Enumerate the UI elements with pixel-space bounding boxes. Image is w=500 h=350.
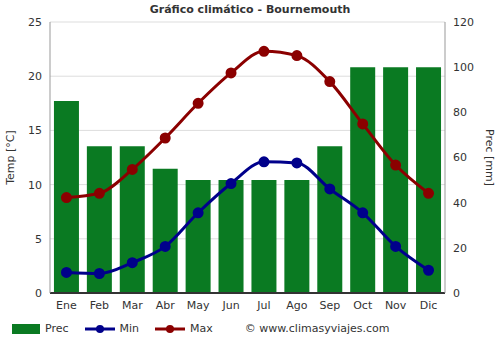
svg-text:Ago: Ago <box>286 299 308 312</box>
svg-text:Sep: Sep <box>319 299 340 312</box>
svg-text:20: 20 <box>28 70 42 83</box>
svg-text:Oct: Oct <box>353 299 373 312</box>
svg-text:5: 5 <box>35 233 42 246</box>
svg-text:80: 80 <box>453 106 467 119</box>
svg-text:15: 15 <box>28 124 42 137</box>
svg-text:20: 20 <box>453 242 467 255</box>
svg-text:100: 100 <box>453 61 474 74</box>
svg-text:10: 10 <box>28 179 42 192</box>
html-text:Gráfico climático - Bournemout: Gráfico climático - Bournemouth <box>149 3 351 16</box>
svg-text:May: May <box>187 299 210 312</box>
svg-text:0: 0 <box>453 287 460 300</box>
svg-text:Dic: Dic <box>420 299 438 312</box>
html-text:Prec: Prec <box>45 322 69 335</box>
svg-text:Ene: Ene <box>56 299 77 312</box>
html-text:Min: Min <box>119 322 140 335</box>
svg-text:120: 120 <box>453 16 474 29</box>
svg-text:Temp [°C]: Temp [°C] <box>8 130 17 186</box>
svg-text:Jun: Jun <box>221 299 239 312</box>
svg-text:25: 25 <box>28 16 42 29</box>
html-text:Max: Max <box>190 322 213 335</box>
svg-text:Abr: Abr <box>156 299 176 312</box>
html-text:© www.climasyviajes.com: © www.climasyviajes.com <box>244 322 390 335</box>
svg-text:40: 40 <box>453 197 467 210</box>
svg-text:Mar: Mar <box>122 299 143 312</box>
svg-text:0: 0 <box>35 287 42 300</box>
svg-text:Jul: Jul <box>256 299 270 312</box>
svg-text:Feb: Feb <box>90 299 109 312</box>
svg-text:60: 60 <box>453 151 467 164</box>
svg-text:Nov: Nov <box>385 299 407 312</box>
svg-text:Prec [mm]: Prec [mm] <box>483 129 492 186</box>
